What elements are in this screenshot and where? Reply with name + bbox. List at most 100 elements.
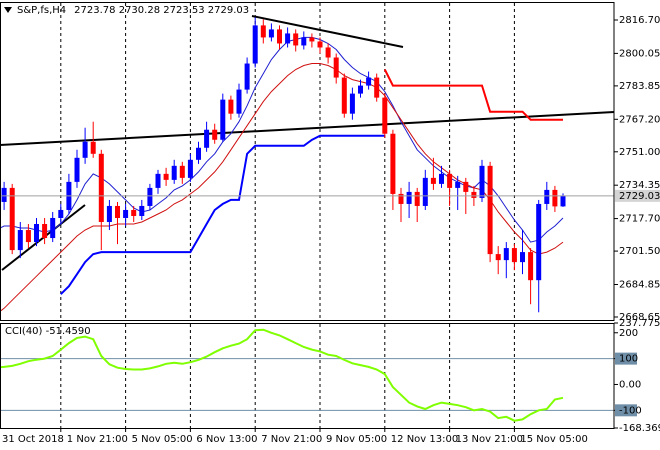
candle-body [455,181,461,188]
candle-body [463,181,469,192]
price-frame [0,2,615,321]
candle-body [106,205,112,223]
candle-body [17,230,23,251]
candle-body [58,209,64,218]
cci-header: CCI(40) -51.4590 [5,326,91,337]
candle-body [42,224,48,239]
candle-body [268,29,274,38]
y-tick-label: 100 [619,354,638,365]
x-tick-label: 9 Nov 05:00 [326,434,387,445]
candle-body [155,173,161,188]
indicator-line [0,63,564,312]
candle-body [252,25,258,64]
indicator-line [383,69,563,121]
candle-body [520,252,525,263]
candle-body [536,203,542,281]
chart-header: S&P,fs,H4 2723.78 2730.28 2723.53 2729.03 [17,5,249,16]
candle-body [422,177,428,206]
open: 2723.78 [74,5,115,16]
y-tick-label: 200 [619,328,638,339]
cci-frame [0,323,615,429]
candle-body [131,209,137,216]
candle-body [366,77,372,86]
y-tick-label: 2717.70 [619,214,660,225]
x-tick-label: 1 Nov 21:00 [67,434,128,445]
y-tick-label: -100 [619,405,642,416]
y-tick-label: 2668.65 [619,312,660,323]
price-label-box [615,189,660,202]
candle-body [390,133,396,194]
candle-body [179,165,185,178]
candle-body [196,147,201,160]
candle-body [414,191,420,206]
candle-body [260,25,266,38]
candle-body [9,187,15,251]
candle-body [212,129,218,140]
candle-body [204,129,210,148]
candle-body [528,252,534,281]
x-tick-label: 13 Nov 21:00 [456,434,523,445]
candle-body [277,29,282,44]
candle-body [50,217,56,239]
cci-name: CCI(40) [5,326,43,337]
candle-body [511,248,517,263]
y-tick-label: 2800.05 [619,48,660,59]
y-tick-label: 2816.70 [619,15,660,26]
candle-body [187,159,193,178]
indicator-line [0,36,564,243]
y-tick-label: 2734.35 [619,180,660,191]
y-tick-label: 2751.00 [619,147,660,158]
x-tick-label: 7 Nov 21:00 [261,434,322,445]
x-tick-label: 15 Nov 05:00 [520,434,587,445]
candle-body [74,157,80,182]
trendline [251,15,404,48]
y-tick-label: 0.00 [619,379,641,390]
candle-body [139,205,145,216]
candle-body [317,41,323,48]
close: 2729.03 [208,5,249,16]
price-panel [0,15,614,313]
candle-body [487,165,493,255]
y-tick-label: 2684.85 [619,279,660,290]
symbol: S&P,fs,H4 [17,5,66,16]
candle-body [34,224,39,243]
candle-body [309,37,315,42]
cci-line [0,328,564,422]
candle-body [479,165,485,198]
candle-body [325,47,331,58]
cci-panel [0,328,614,422]
candle-body [236,89,242,114]
axis-layer: 31 Oct 2018 1 Nov 21:00 5 Nov 05:00 6 Nov 1… [2,15,660,445]
x-tick-label: 6 Nov 13:00 [196,434,257,445]
menu-arrow[interactable] [4,7,12,13]
candle-body [471,191,477,198]
candle-body [147,187,153,206]
candle-body [447,173,453,188]
candle-body [163,173,169,180]
candle-body [398,193,404,204]
candle-body [495,254,501,261]
candle-body [406,191,412,204]
candle-body [285,33,291,44]
candle-body [333,57,339,78]
candle-body [293,33,299,46]
candle-body [115,205,120,218]
candle-body [301,37,307,46]
candle-body [228,99,234,114]
level-label-box [615,352,637,365]
y-tick-label: 2767.20 [619,114,660,125]
candle-body [171,165,177,180]
candle-body [1,187,7,202]
low: 2723.53 [163,5,204,16]
candle-body [439,173,444,184]
high: 2730.28 [119,5,160,16]
candle-body [98,153,104,223]
candle-body [82,141,88,158]
trendline [0,111,614,146]
indicator-line [60,134,385,295]
candle-body [341,77,347,114]
